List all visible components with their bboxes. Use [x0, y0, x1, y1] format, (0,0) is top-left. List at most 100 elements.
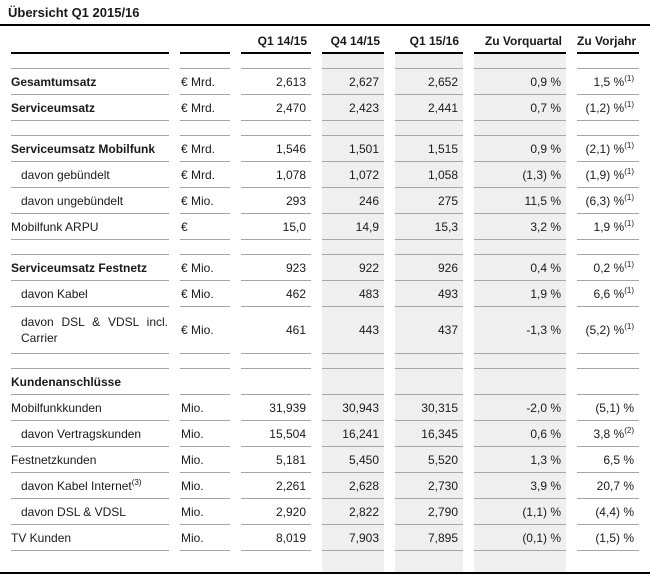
cell-zu-vorjahr: (5,2) %(1)	[577, 307, 639, 354]
cell-zu-vorquartal: 0,4 %	[474, 255, 566, 281]
cell-unit	[180, 551, 230, 572]
cell-q4-1415: 30,943	[322, 395, 384, 421]
table-row: TV Kunden Mio. 8,019 7,903 7,895 (0,1) % (1,5)…	[11, 525, 639, 551]
cell-label: davon DSL & VDSL	[11, 499, 169, 525]
cell-label: Serviceumsatz Mobilfunk	[11, 136, 169, 162]
cell-label: Serviceumsatz	[11, 95, 169, 121]
cell-unit: € Mio.	[180, 307, 230, 354]
table-row: davon Vertragskunden Mio. 15,504 16,241 16,3…	[11, 421, 639, 447]
cell-q1-1415: 2,613	[241, 69, 311, 95]
filler-row	[11, 551, 639, 572]
col-header-q1-1516: Q1 15/16	[395, 26, 463, 54]
cell-label: Mobilfunk ARPU	[11, 214, 169, 240]
cell-q1-1415: 2,261	[241, 473, 311, 499]
cell-zu-vorjahr: (6,3) %(1)	[577, 188, 639, 214]
cell-unit: € Mrd.	[180, 95, 230, 121]
cell-unit: Mio.	[180, 473, 230, 499]
col-header-q1-1415: Q1 14/15	[241, 26, 311, 54]
cell-label: davon gebündelt	[11, 162, 169, 188]
table-row: Festnetzkunden Mio. 5,181 5,450 5,520 1,3 % 6,…	[11, 447, 639, 473]
cell-q4-1415	[322, 121, 384, 136]
footnote-marker: (1)	[624, 192, 634, 202]
cell-q1-1516	[395, 121, 463, 136]
cell-q1-1415: 461	[241, 307, 311, 354]
cell-zu-vorjahr: (5,1) %	[577, 395, 639, 421]
cell-q1-1415	[241, 354, 311, 369]
cell-label: Gesamtumsatz	[11, 69, 169, 95]
cell-q1-1516	[395, 369, 463, 395]
cell-q1-1415	[241, 121, 311, 136]
cell-q1-1415	[241, 369, 311, 395]
cell-unit: Mio.	[180, 525, 230, 551]
cell-label	[11, 551, 169, 572]
table-row: Serviceumsatz Festnetz € Mio. 923 922 926 0,4…	[11, 255, 639, 281]
cell-q1-1516: 7,895	[395, 525, 463, 551]
cell-zu-vorjahr: (2,1) %(1)	[577, 136, 639, 162]
cell-q1-1516: 2,441	[395, 95, 463, 121]
cell-q1-1516: 926	[395, 255, 463, 281]
cell-q1-1516: 437	[395, 307, 463, 354]
cell-q1-1415: 462	[241, 281, 311, 307]
col-header-unit	[180, 26, 230, 54]
cell-q1-1415: 5,181	[241, 447, 311, 473]
col-header-q4-1415: Q4 14/15	[322, 26, 384, 54]
cell-unit	[180, 121, 230, 136]
cell-q4-1415: 1,501	[322, 136, 384, 162]
footnote-marker: (1)	[624, 259, 634, 269]
cell-q4-1415: 1,072	[322, 162, 384, 188]
cell-zu-vorquartal	[474, 551, 566, 572]
spacer-row	[11, 54, 639, 69]
cell-zu-vorquartal	[474, 121, 566, 136]
cell-unit: € Mrd.	[180, 136, 230, 162]
footnote-marker: (1)	[624, 285, 634, 295]
cell-zu-vorjahr	[577, 121, 639, 136]
table-row: Gesamtumsatz € Mrd. 2,613 2,627 2,652 0,9 % 1,…	[11, 69, 639, 95]
spacer-row	[11, 354, 639, 369]
cell-zu-vorjahr	[577, 551, 639, 572]
cell-q1-1516: 15,3	[395, 214, 463, 240]
cell-zu-vorjahr: (1,2) %(1)	[577, 95, 639, 121]
cell-label: davon Kabel	[11, 281, 169, 307]
cell-q1-1415: 1,078	[241, 162, 311, 188]
cell-q4-1415	[322, 551, 384, 572]
footnote-marker: (3)	[131, 477, 142, 487]
cell-zu-vorquartal: 3,9 %	[474, 473, 566, 499]
cell-q4-1415: 2,628	[322, 473, 384, 499]
cell-q1-1516: 1,515	[395, 136, 463, 162]
cell-label: davon ungebündelt	[11, 188, 169, 214]
cell-zu-vorjahr: 20,7 %	[577, 473, 639, 499]
cell-zu-vorquartal: 3,2 %	[474, 214, 566, 240]
cell-zu-vorjahr: 6,6 %(1)	[577, 281, 639, 307]
footnote-marker: (1)	[624, 140, 634, 150]
cell-zu-vorquartal: 1,3 %	[474, 447, 566, 473]
cell-unit: €	[180, 214, 230, 240]
cell-q1-1516: 2,730	[395, 473, 463, 499]
table-row: davon Kabel € Mio. 462 483 493 1,9 % 6,6 %(1)	[11, 281, 639, 307]
cell-zu-vorquartal: 0,9 %	[474, 136, 566, 162]
cell-unit: Mio.	[180, 499, 230, 525]
cell-zu-vorquartal: -2,0 %	[474, 395, 566, 421]
cell-q4-1415	[322, 354, 384, 369]
cell-zu-vorjahr: 1,9 %(1)	[577, 214, 639, 240]
cell-q1-1516	[395, 240, 463, 255]
table-body: Gesamtumsatz € Mrd. 2,613 2,627 2,652 0,9 % 1,…	[11, 54, 639, 572]
footnote-marker: (1)	[624, 73, 634, 83]
cell-zu-vorjahr	[577, 240, 639, 255]
cell-q4-1415: 246	[322, 188, 384, 214]
cell-q1-1415: 923	[241, 255, 311, 281]
cell-q4-1415	[322, 369, 384, 395]
cell-label: Serviceumsatz Festnetz	[11, 255, 169, 281]
cell-q4-1415: 7,903	[322, 525, 384, 551]
cell-label: Kundenanschlüsse	[11, 369, 169, 395]
footnote-marker: (1)	[624, 99, 634, 109]
cell-zu-vorjahr	[577, 54, 639, 69]
cell-zu-vorjahr: 0,2 %(1)	[577, 255, 639, 281]
cell-q1-1415: 293	[241, 188, 311, 214]
page-title: Übersicht Q1 2015/16	[0, 3, 650, 26]
cell-zu-vorquartal	[474, 54, 566, 69]
col-header-label	[11, 26, 169, 54]
section-row: Kundenanschlüsse	[11, 369, 639, 395]
cell-q1-1415: 15,504	[241, 421, 311, 447]
table-row: Mobilfunk ARPU €15,0 14,9 15,3 3,2 % 1,9 %(1)	[11, 214, 639, 240]
footnote-marker: (1)	[624, 322, 634, 331]
